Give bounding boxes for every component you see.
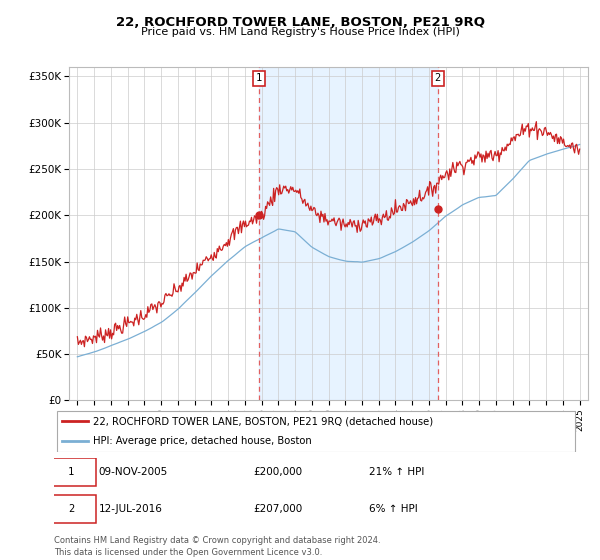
Text: 22, ROCHFORD TOWER LANE, BOSTON, PE21 9RQ (detached house): 22, ROCHFORD TOWER LANE, BOSTON, PE21 9R… bbox=[94, 417, 433, 426]
Text: 1: 1 bbox=[68, 467, 74, 477]
FancyBboxPatch shape bbox=[46, 495, 96, 523]
Text: 22, ROCHFORD TOWER LANE, BOSTON, PE21 9RQ: 22, ROCHFORD TOWER LANE, BOSTON, PE21 9R… bbox=[115, 16, 485, 29]
Text: £200,000: £200,000 bbox=[254, 467, 302, 477]
Text: 2: 2 bbox=[434, 73, 441, 83]
Text: Price paid vs. HM Land Registry's House Price Index (HPI): Price paid vs. HM Land Registry's House … bbox=[140, 27, 460, 37]
Text: HPI: Average price, detached house, Boston: HPI: Average price, detached house, Bost… bbox=[94, 436, 312, 446]
Text: 12-JUL-2016: 12-JUL-2016 bbox=[98, 504, 163, 514]
Text: 1: 1 bbox=[256, 73, 262, 83]
FancyBboxPatch shape bbox=[46, 458, 96, 486]
Text: 21% ↑ HPI: 21% ↑ HPI bbox=[369, 467, 424, 477]
Text: £207,000: £207,000 bbox=[254, 504, 303, 514]
FancyBboxPatch shape bbox=[56, 411, 575, 451]
Text: 2: 2 bbox=[68, 504, 74, 514]
Text: 6% ↑ HPI: 6% ↑ HPI bbox=[369, 504, 418, 514]
Text: Contains HM Land Registry data © Crown copyright and database right 2024.
This d: Contains HM Land Registry data © Crown c… bbox=[54, 536, 380, 557]
Bar bbox=[259, 67, 438, 400]
Text: 09-NOV-2005: 09-NOV-2005 bbox=[98, 467, 168, 477]
